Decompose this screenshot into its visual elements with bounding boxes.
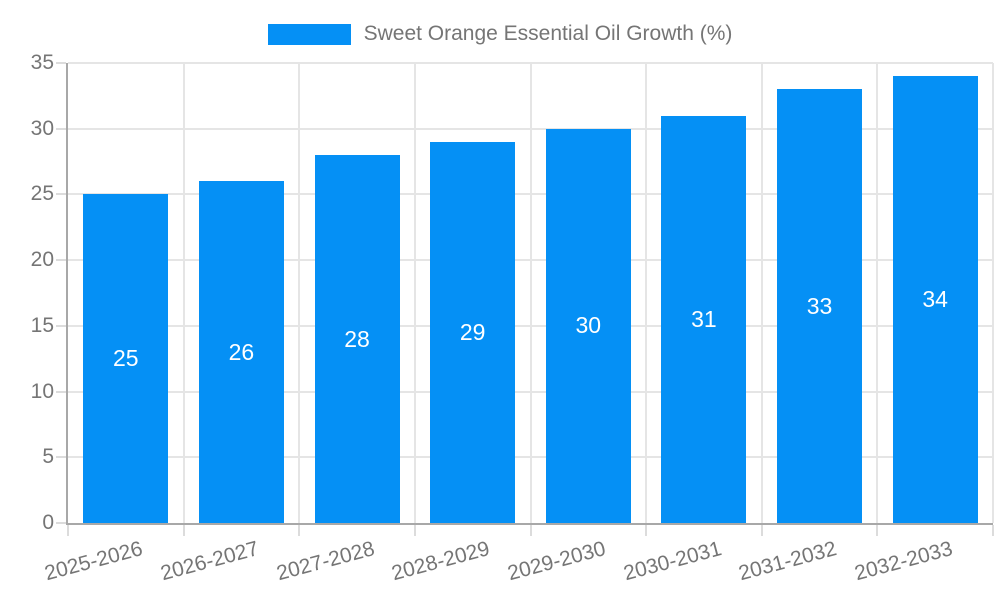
y-axis-tick	[56, 62, 66, 64]
bar: 25	[83, 194, 169, 523]
x-axis-category-label: 2028-2029	[389, 537, 493, 586]
bar: 30	[545, 128, 631, 523]
bar: 31	[661, 115, 747, 523]
y-axis-tick	[56, 193, 66, 196]
x-axis-tick	[645, 525, 648, 536]
y-axis-tick	[56, 127, 66, 130]
bar: 28	[314, 155, 400, 523]
bar-value-label: 34	[922, 286, 948, 313]
x-axis-category-label: 2030-2031	[620, 537, 724, 586]
y-axis-tick-label: 10	[30, 379, 54, 403]
y-axis-line	[66, 63, 68, 525]
bar-value-label: 29	[459, 318, 486, 345]
bar: 29	[430, 141, 516, 523]
y-axis-tick	[56, 259, 66, 262]
y-axis-tick-label: 35	[30, 51, 54, 74]
x-axis-tick	[529, 525, 532, 536]
x-axis-category-label: 2025-2026	[42, 537, 146, 586]
gridline-vertical	[529, 63, 532, 523]
bar: 34	[892, 76, 978, 523]
y-axis-tick	[56, 522, 66, 524]
bar-value-label: 31	[691, 305, 717, 332]
y-axis-tick	[56, 324, 66, 327]
bar: 26	[198, 181, 284, 523]
bar-value-label: 33	[806, 292, 833, 319]
gridline-vertical	[182, 63, 185, 523]
bar-value-label: 26	[228, 338, 255, 365]
x-axis-tick	[67, 525, 69, 536]
y-axis-tick-label: 20	[30, 248, 54, 272]
gridline-vertical	[298, 63, 301, 523]
legend-swatch	[267, 23, 351, 45]
x-axis-category-label: 2026-2027	[158, 537, 262, 586]
x-axis-tick	[760, 525, 763, 536]
x-axis-category-label: 2029-2030	[505, 537, 609, 586]
legend-label: Sweet Orange Essential Oil Growth (%)	[363, 22, 733, 45]
plot-area: 25 26 28 29 30 31 33 34	[68, 62, 994, 523]
gridline-vertical	[992, 63, 994, 523]
y-axis-tick-label: 5	[42, 445, 54, 469]
gridline-vertical	[645, 63, 648, 523]
gridline-vertical	[413, 63, 416, 523]
x-axis-line	[66, 523, 993, 525]
x-axis-tick	[298, 525, 301, 536]
x-axis-tick	[182, 525, 185, 536]
bar-value-label: 30	[575, 312, 602, 339]
x-axis-category-label: 2027-2028	[273, 537, 377, 586]
x-axis-category-label: 2031-2032	[736, 537, 840, 586]
y-axis-tick	[56, 390, 66, 393]
gridline-vertical	[876, 63, 879, 523]
bar-value-label: 28	[344, 325, 370, 352]
y-axis-tick-label: 30	[30, 116, 54, 140]
y-axis-tick	[56, 456, 66, 459]
y-axis-tick-label: 15	[30, 313, 54, 337]
x-axis-category-label: 2032-2033	[851, 537, 955, 586]
x-axis-tick	[413, 525, 416, 536]
bar: 33	[777, 89, 863, 523]
y-axis-tick-label: 25	[30, 182, 54, 206]
x-axis-tick	[992, 525, 994, 536]
gridline-vertical	[760, 63, 763, 523]
y-axis-tick-label: 0	[42, 511, 54, 534]
bar-value-label: 25	[113, 345, 139, 372]
x-axis-tick	[876, 525, 879, 536]
chart-legend: Sweet Orange Essential Oil Growth (%)	[0, 22, 1000, 46]
